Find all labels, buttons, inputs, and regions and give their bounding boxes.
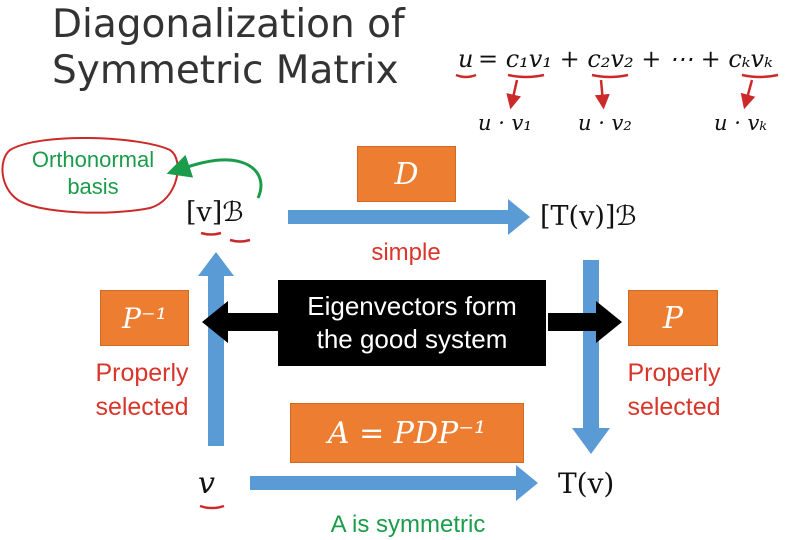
left-note-line-2: selected — [95, 393, 189, 421]
eigen-line-1: Eigenvectors form — [307, 291, 517, 321]
title-line-1: Diagonalization of — [52, 2, 405, 47]
matrix-p-inverse-label: P⁻¹ — [122, 301, 167, 335]
underline-v-coord — [200, 231, 222, 236]
label-simple: simple — [371, 239, 441, 266]
matrix-p-inverse-box: P⁻¹ — [100, 290, 189, 346]
formula-underline-u — [455, 73, 477, 79]
formula-arrow-k — [740, 79, 756, 110]
formula-coef-1: u · v₁ — [478, 111, 532, 135]
black-arrow-right — [548, 301, 622, 343]
eigenvectors-box: Eigenvectors form the good system — [278, 280, 546, 366]
formula-underline-vk — [741, 73, 779, 79]
left-note: Properly selected — [62, 356, 222, 424]
black-arrow-left — [202, 301, 278, 343]
matrix-d-label: D — [394, 156, 419, 192]
arrow-left-up — [198, 252, 234, 446]
matrix-d-box: D — [357, 146, 456, 202]
formula-arrow-2 — [594, 79, 610, 110]
vector-v-label: v — [198, 466, 215, 501]
matrix-a-label: A = PDP⁻¹ — [327, 415, 487, 451]
note-orthonormal-line-1: Orthonormal — [31, 147, 155, 172]
formula-underline-v1 — [507, 73, 545, 79]
arrow-bottom-right — [250, 465, 538, 501]
formula-underline-v2 — [591, 73, 629, 79]
matrix-a-box: A = PDP⁻¹ — [290, 403, 524, 463]
green-curve-arrow — [166, 154, 263, 199]
title-line-2: Symmetric Matrix — [52, 48, 399, 93]
right-note: Properly selected — [594, 356, 754, 424]
formula-lhs: u — [458, 45, 474, 73]
note-orthonormal-line-2: basis — [67, 174, 119, 199]
note-orthonormal: Orthonormal basis — [8, 146, 178, 200]
formula-arrow-1 — [506, 79, 521, 110]
coord-v-label: [v]ℬ — [186, 197, 244, 228]
right-note-line-1: Properly — [627, 359, 721, 387]
formula-coef-k: u · vₖ — [714, 111, 768, 135]
coord-tv-label: [T(v)]ℬ — [540, 201, 637, 232]
arrow-top-right — [288, 199, 530, 235]
slide-title: Diagonalization of Symmetric Matrix — [52, 2, 452, 94]
formula-coef-2: u · v₂ — [578, 111, 632, 135]
eigen-line-2: the good system — [316, 324, 508, 354]
formula-rhs: = c₁v₁ + c₂v₂ + ⋯ + cₖvₖ — [478, 45, 773, 73]
label-a-symmetric: A is symmetric — [330, 511, 486, 538]
matrix-p-box: P — [628, 290, 718, 346]
arrow-right-down — [572, 260, 610, 454]
right-note-line-2: selected — [627, 393, 721, 421]
left-note-line-1: Properly — [95, 359, 189, 387]
underline-b-coord — [229, 238, 251, 243]
matrix-p-label: P — [662, 300, 684, 336]
orthonormal-circle — [1, 136, 179, 214]
underline-v — [199, 504, 225, 510]
vector-tv-label: T(v) — [558, 467, 615, 500]
